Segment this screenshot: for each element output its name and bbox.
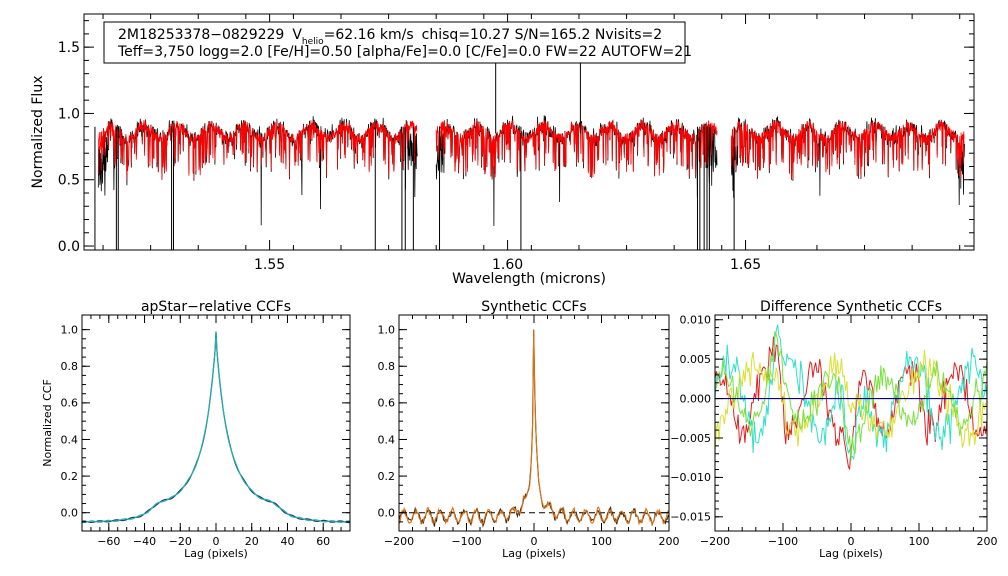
y-tick-label: 0.5	[58, 173, 80, 189]
x-tick-label: −100	[451, 535, 481, 548]
apstar-ccf-frame	[81, 314, 351, 532]
model-spectrum-line	[97, 120, 418, 180]
legend-v-rest: =62.16 km/s	[324, 27, 414, 43]
x-tick-label: 200	[977, 535, 998, 548]
x-tick-label: −200	[700, 535, 730, 548]
x-tick-label: 100	[909, 535, 930, 548]
difference-ccf-frame	[714, 314, 988, 532]
apstar-ccf-xlabel: Lag (pixels)	[184, 547, 248, 560]
synthetic-ccf-lines	[398, 329, 669, 528]
apstar-ccf-panel: apStar−relative CCFs −60 −40 −20 0 20 40 60 0.0…	[41, 299, 351, 560]
y-tick-label: 1.5	[58, 40, 80, 56]
difference-ccf-curve	[714, 330, 988, 461]
x-tick-label: −100	[768, 535, 798, 548]
apstar-ccf-title: apStar−relative CCFs	[141, 299, 291, 315]
apstar-ccf-curve	[81, 331, 351, 524]
x-tick-label: 0	[213, 535, 220, 548]
x-tick-label: 40	[280, 535, 294, 548]
difference-ccf-xlabel: Lag (pixels)	[819, 547, 883, 560]
x-tick-label: 20	[245, 535, 259, 548]
y-tick-label: 1.0	[378, 323, 396, 336]
x-tick-label: −40	[133, 535, 156, 548]
model-spectrum-line	[435, 119, 718, 180]
x-tick-label: 60	[316, 535, 330, 548]
legend-line1-rest: chisq=10.27 S/N=165.2 Nvisits=2	[422, 27, 663, 43]
x-tick-label: 100	[591, 535, 612, 548]
difference-ccf-curve	[714, 349, 988, 452]
apstar-ccf-lines	[81, 331, 351, 524]
difference-ccf-title: Difference Synthetic CCFs	[760, 299, 942, 315]
difference-ccf-lines	[714, 324, 988, 470]
y-tick-label: 0.005	[680, 353, 712, 366]
x-tick-label: −60	[97, 535, 120, 548]
y-tick-label: −0.010	[670, 471, 711, 484]
spectrum-ticks: 1.55 1.60 1.65 0.0 0.5 1.0 1.5	[58, 14, 974, 273]
synthetic-ccf-panel: Synthetic CCFs −200 −100 0 100 200 0.0 0.2 0.4 0…	[378, 299, 680, 560]
difference-ccf-ticks: −200 −100 0 100 200 0.010 0.005 0.000 −0.005 −0.0…	[670, 314, 997, 548]
y-tick-label: 0.2	[378, 470, 396, 483]
synthetic-ccf-curve	[398, 329, 669, 526]
y-tick-label: 0.8	[61, 360, 79, 373]
difference-ccf-panel: Difference Synthetic CCFs −200 −100 0 100 20…	[670, 299, 997, 560]
apstar-ccf-ticks: −60 −40 −20 0 20 40 60 0.0 0.2 0.4 0.6 0.8 1.0	[61, 315, 350, 548]
legend-v-prefix: V	[292, 27, 302, 43]
spectrum-panel: 1.55 1.60 1.65 0.0 0.5 1.0 1.5 Wavelength (mic…	[30, 13, 975, 287]
y-tick-label: 0.010	[680, 314, 712, 327]
y-tick-label: 1.0	[58, 106, 80, 122]
legend-line-1: 2M18253378−0829229 Vhelio=62.16 km/s chisq…	[118, 27, 662, 47]
apstar-ccf-ylabel: Normalized CCF	[41, 379, 54, 467]
x-tick-label: 0	[848, 535, 855, 548]
y-tick-label: 1.0	[61, 323, 79, 336]
y-tick-label: 0.2	[61, 470, 79, 483]
legend-line-2: Teff=3,750 logg=2.0 [Fe/H]=0.50 [alpha/F…	[117, 44, 692, 60]
spectrum-ylabel: Normalized Flux	[30, 76, 46, 189]
spectrum-frame	[83, 13, 975, 251]
legend-v-sub: helio	[302, 37, 324, 47]
x-tick-label: 1.60	[492, 257, 523, 273]
spectrum-lines	[94, 60, 965, 250]
synthetic-ccf-ticks: −200 −100 0 100 200 0.0 0.2 0.4 0.6 0.8 1.0	[378, 315, 680, 548]
y-tick-label: 0.6	[378, 397, 396, 410]
y-tick-label: −0.015	[670, 511, 711, 524]
model-spectrum-line	[730, 119, 965, 179]
y-tick-label: 0.4	[378, 433, 396, 446]
x-tick-label: 1.55	[254, 257, 285, 273]
y-tick-label: 0.6	[61, 397, 79, 410]
difference-ccf-curve	[714, 336, 988, 470]
spectrum-legend: 2M18253378−0829229 Vhelio=62.16 km/s chisq…	[103, 21, 692, 64]
y-tick-label: 0.0	[378, 507, 396, 520]
legend-star-id: 2M18253378−0829229	[118, 27, 284, 43]
synthetic-ccf-title: Synthetic CCFs	[481, 299, 586, 315]
y-tick-label: 0.4	[61, 433, 79, 446]
x-tick-label: −20	[169, 535, 192, 548]
apstar-ccf-curve	[81, 331, 351, 524]
y-tick-label: 0.8	[378, 360, 396, 373]
synthetic-ccf-xlabel: Lag (pixels)	[502, 547, 566, 560]
y-tick-label: 0.0	[61, 507, 79, 520]
x-tick-label: 0	[531, 535, 538, 548]
y-tick-label: −0.005	[670, 432, 711, 445]
y-tick-label: 0.000	[680, 392, 712, 405]
spectrum-xlabel: Wavelength (microns)	[452, 271, 606, 287]
y-tick-label: 0.0	[58, 239, 80, 255]
x-tick-label: 200	[659, 535, 680, 548]
x-tick-label: 1.65	[730, 257, 761, 273]
legend-box	[103, 21, 686, 64]
x-tick-label: −200	[384, 535, 414, 548]
